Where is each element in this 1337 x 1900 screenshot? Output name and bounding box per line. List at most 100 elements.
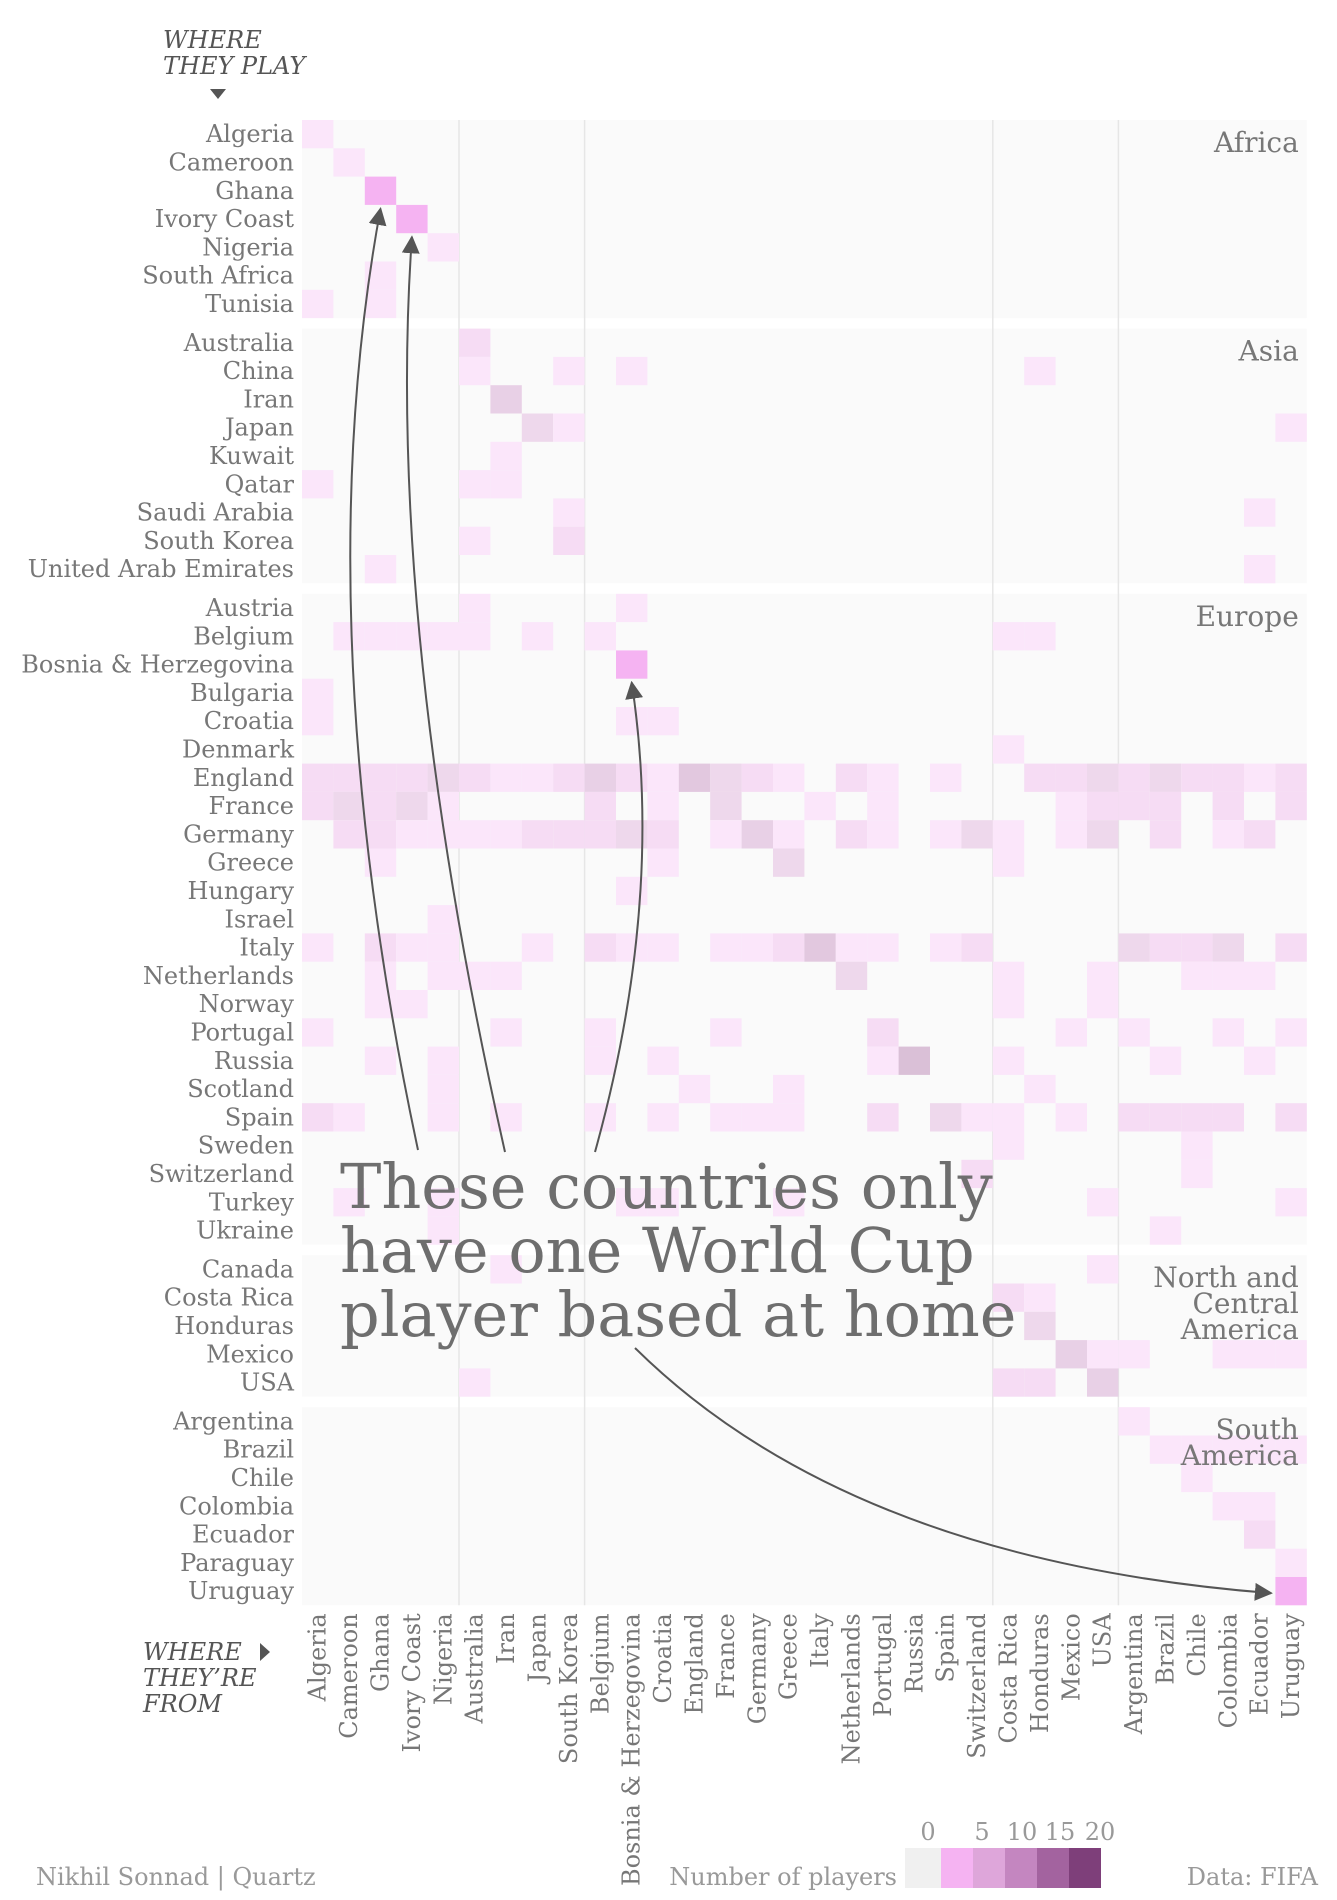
row-label-germany: Germany (183, 820, 294, 848)
cell-mexico-from-usa (1087, 1340, 1119, 1369)
legend-tick: 20 (1085, 1818, 1116, 1846)
cell-italy-from-bosnia-and-herzegovina (616, 933, 648, 962)
column-label-south-korea: South Korea (555, 1613, 583, 1764)
column-label-ghana: Ghana (367, 1613, 395, 1692)
group-panels (302, 120, 1307, 1606)
cell-russia-from-costa-rica (992, 1046, 1025, 1075)
cell-netherlands-from-ecuador (1244, 961, 1276, 990)
footer: Nikhil Sonnad | Quartz Data: FIFA (36, 1863, 1319, 1892)
column-label-usa: USA (1089, 1613, 1117, 1668)
cell-russia-from-brazil (1149, 1046, 1182, 1075)
cell-algeria-from-algeria (302, 120, 334, 149)
cell-turkey-from-cameroon (333, 1188, 365, 1217)
cell-italy-from-portugal (867, 933, 899, 962)
region-label-line: America (1180, 1439, 1299, 1472)
x-axis-title-line: FROM (142, 1690, 223, 1718)
cell-france-from-usa (1087, 791, 1119, 821)
cell-italy-from-germany (741, 933, 773, 962)
cell-england-from-honduras (1024, 763, 1056, 792)
cell-spain-from-greece (773, 1103, 805, 1132)
cell-chile-from-chile (1181, 1463, 1213, 1493)
cell-netherlands-from-netherlands (835, 961, 868, 990)
cell-france-from-italy (804, 791, 836, 821)
cell-ecuador-from-ecuador (1244, 1520, 1276, 1549)
cell-bosnia-and-herzegovina-from-bosnia-and-herzegovina (616, 650, 648, 679)
cell-russia-from-russia (898, 1046, 930, 1075)
cell-spain-from-nigeria (427, 1103, 459, 1132)
column-label-argentina: Argentina (1120, 1613, 1148, 1735)
cell-england-from-croatia (647, 763, 679, 792)
column-label-portugal: Portugal (869, 1613, 897, 1717)
cell-belgium-from-ghana (364, 622, 397, 651)
cell-spain-from-spain (930, 1103, 962, 1132)
cell-spain-from-colombia (1212, 1103, 1244, 1132)
cell-portugal-from-iran (490, 1018, 522, 1047)
row-label-south-korea: South Korea (143, 527, 294, 555)
cell-france-from-uruguay (1275, 791, 1307, 821)
column-label-iran: Iran (492, 1613, 520, 1664)
cell-spain-from-germany (741, 1103, 773, 1132)
down-triangle-icon (210, 89, 226, 99)
cell-costa-rica-from-costa-rica (992, 1283, 1025, 1312)
row-label-greece: Greece (207, 849, 294, 877)
cell-england-from-portugal (867, 763, 899, 792)
cell-portugal-from-france (710, 1018, 742, 1047)
cell-scotland-from-honduras (1024, 1074, 1056, 1104)
cell-germany-from-ecuador (1244, 820, 1276, 849)
cell-germany-from-netherlands (835, 820, 868, 849)
cell-saudi-arabia-from-ecuador (1244, 498, 1276, 527)
column-label-honduras: Honduras (1026, 1613, 1054, 1733)
row-label-mexico: Mexico (206, 1340, 294, 1368)
cell-russia-from-ecuador (1244, 1046, 1276, 1075)
cell-japan-from-uruguay (1275, 413, 1307, 442)
cell-sweden-from-costa-rica (992, 1131, 1025, 1160)
row-label-turkey: Turkey (209, 1188, 295, 1216)
cell-spain-from-mexico (1055, 1103, 1087, 1132)
row-label-norway: Norway (199, 990, 295, 1018)
column-label-brazil: Brazil (1152, 1613, 1180, 1684)
cell-england-from-chile (1181, 763, 1213, 792)
cell-israel-from-nigeria (427, 905, 459, 934)
cell-russia-from-ghana (364, 1046, 397, 1075)
region-label-asia: Asia (1238, 335, 1299, 368)
row-label-netherlands: Netherlands (143, 962, 294, 990)
cell-netherlands-from-usa (1087, 961, 1119, 990)
column-label-ecuador: Ecuador (1246, 1613, 1274, 1716)
cell-france-from-cameroon (333, 791, 365, 821)
cell-canada-from-iran (490, 1255, 522, 1284)
cell-italy-from-france (710, 933, 742, 962)
cell-greece-from-costa-rica (992, 848, 1025, 877)
row-label-kuwait: Kuwait (209, 442, 294, 470)
cell-italy-from-greece (773, 933, 805, 962)
cell-south-korea-from-australia (459, 526, 491, 555)
cell-mexico-from-argentina (1118, 1340, 1150, 1369)
row-label-hungary: Hungary (187, 877, 294, 905)
cell-greece-from-croatia (647, 848, 679, 877)
cell-brazil-from-colombia (1212, 1435, 1244, 1464)
column-label-mexico: Mexico (1057, 1613, 1085, 1701)
cell-south-korea-from-south-korea (553, 526, 585, 555)
x-axis-title: WHERE THEY’RE FROM (142, 1638, 257, 1718)
cell-germany-from-japan (521, 820, 554, 849)
cell-turkey-from-bosnia-and-herzegovina (616, 1188, 648, 1217)
cell-france-from-ghana (364, 791, 397, 821)
column-label-germany: Germany (743, 1613, 771, 1724)
cell-germany-from-colombia (1212, 820, 1244, 849)
legend-tick: 10 (1007, 1818, 1038, 1846)
row-label-belgium: Belgium (193, 622, 294, 650)
cell-turkey-from-greece (773, 1188, 805, 1217)
cell-england-from-france (710, 763, 742, 792)
cell-greece-from-greece (773, 848, 805, 877)
row-label-usa: USA (240, 1369, 295, 1397)
row-label-austria: Austria (205, 594, 294, 622)
cell-italy-from-switzerland (961, 933, 993, 962)
cell-russia-from-belgium (584, 1046, 616, 1075)
cell-germany-from-australia (459, 820, 491, 849)
panel-south-america (302, 1407, 1307, 1606)
row-label-china: China (223, 357, 294, 385)
cell-spain-from-chile (1181, 1103, 1213, 1132)
cell-qatar-from-algeria (302, 470, 334, 499)
cell-mexico-from-colombia (1212, 1340, 1244, 1369)
y-axis-title-line: WHERE (163, 26, 262, 54)
cell-france-from-belgium (584, 791, 616, 821)
